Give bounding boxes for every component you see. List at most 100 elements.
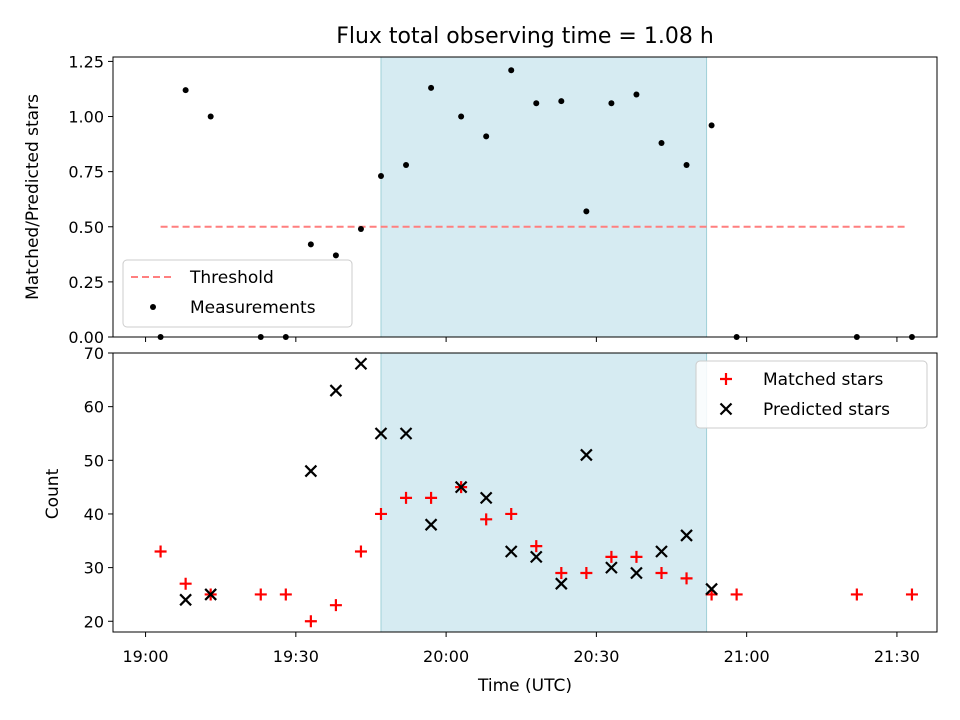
measurement-point — [428, 84, 435, 91]
measurement-point — [558, 98, 565, 105]
matched-star-marker — [480, 513, 493, 526]
predicted-star-marker — [179, 593, 192, 607]
matched-star-marker — [254, 588, 267, 601]
x-tick-label: 19:00 — [123, 647, 169, 666]
top-legend-box — [122, 259, 353, 328]
matched-star-marker — [400, 491, 413, 504]
matched-star-marker — [354, 545, 367, 558]
bottom-y-tick-label: 60 — [84, 398, 104, 417]
predicted-star-marker — [424, 518, 438, 531]
top-y-tick-label: 1.00 — [68, 108, 104, 127]
bottom-legend: Matched stars Predicted stars — [695, 360, 928, 429]
chart-title: Flux total observing time = 1.08 h — [336, 24, 714, 49]
measurement-point — [633, 91, 640, 98]
legend-measurements-swatch — [150, 304, 156, 310]
legend-predicted-swatch — [719, 402, 733, 416]
bottom-legend-box — [695, 360, 928, 429]
matched-star-marker — [605, 550, 618, 563]
matched-star-marker — [555, 566, 568, 579]
measurement-point — [483, 133, 490, 140]
measurement-point — [708, 122, 715, 129]
bottom-y-tick-label: 40 — [84, 505, 104, 524]
matched-star-marker — [329, 599, 342, 612]
measurement-point — [608, 100, 615, 107]
legend-threshold-label: Threshold — [189, 268, 274, 288]
predicted-star-marker — [580, 448, 593, 462]
top-panel: 0.00 0.25 0.50 0.75 1.00 1.25 Threshold Measure… — [68, 52, 938, 347]
x-axis-label: Time (UTC) — [477, 676, 572, 696]
matched-star-marker — [630, 550, 643, 563]
matched-star-marker — [279, 588, 292, 601]
x-tick-label: 21:00 — [724, 647, 770, 666]
bottom-y-tick-label: 20 — [84, 612, 104, 631]
predicted-star-marker — [555, 577, 568, 590]
legend-measurements-label: Measurements — [190, 298, 316, 318]
matched-star-marker — [374, 507, 387, 520]
top-y-tick-label: 0.75 — [68, 163, 104, 182]
top-y-tick-label: 0.50 — [68, 218, 104, 237]
predicted-star-marker — [374, 427, 388, 440]
legend-matched-label: Matched stars — [763, 370, 883, 390]
top-y-tick-label: 0.00 — [68, 328, 104, 347]
x-tick-label: 20:30 — [573, 647, 619, 666]
top-y-tick-label: 0.25 — [68, 273, 104, 292]
matched-star-marker — [179, 577, 192, 590]
predicted-star-marker — [479, 491, 493, 505]
bottom-y-axis-label: Count — [43, 468, 63, 519]
legend-predicted-label: Predicted stars — [763, 400, 890, 420]
measurement-point — [377, 173, 384, 180]
measurement-point — [458, 113, 465, 120]
predicted-star-marker — [354, 357, 368, 371]
x-tick-label: 20:00 — [423, 647, 469, 666]
predicted-star-marker — [605, 561, 618, 574]
matched-star-marker — [425, 491, 438, 504]
x-tick-label: 21:30 — [874, 647, 920, 666]
matched-star-marker — [655, 566, 668, 579]
legend-matched-swatch — [720, 373, 732, 385]
predicted-star-marker — [504, 545, 518, 558]
measurement-point — [332, 252, 339, 259]
bottom-y-tick-label: 50 — [84, 451, 104, 470]
predicted-star-marker — [529, 550, 543, 564]
bottom-y-tick-label: 70 — [84, 344, 104, 363]
predicted-star-marker — [655, 545, 668, 558]
predicted-star-marker — [204, 588, 217, 601]
measurement-point — [357, 225, 364, 232]
predicted-star-marker — [630, 566, 643, 580]
top-plot-frame — [112, 56, 938, 338]
matched-star-marker — [304, 615, 317, 628]
measurement-point — [683, 162, 690, 169]
matched-star-marker — [730, 588, 743, 601]
x-tick-label: 19:30 — [273, 647, 319, 666]
measurement-point — [508, 67, 515, 74]
matched-star-marker — [680, 572, 693, 585]
measurement-point — [658, 139, 665, 146]
matched-star-marker — [154, 545, 167, 558]
predicted-star-marker — [304, 464, 318, 478]
predicted-star-marker — [329, 384, 343, 397]
measurement-point — [207, 113, 214, 120]
top-legend: Threshold Measurements — [122, 259, 353, 328]
matched-star-marker — [505, 507, 518, 520]
matched-star-marker — [905, 588, 918, 601]
predicted-star-marker — [705, 582, 718, 596]
predicted-star-marker — [454, 480, 468, 494]
bottom-panel: 20 30 40 50 60 70 19:00 19:30 20:00 20:30 21:00 21:… — [84, 344, 938, 666]
matched-star-marker — [850, 588, 863, 601]
measurement-point — [583, 208, 590, 215]
bottom-highlight-span — [380, 352, 708, 633]
predicted-star-marker — [680, 529, 693, 542]
top-y-tick-label: 1.25 — [68, 52, 104, 71]
bottom-y-tick-label: 30 — [84, 559, 104, 578]
matched-star-marker — [530, 540, 543, 553]
bottom-plot-frame — [112, 352, 938, 633]
top-y-axis-label: Matched/Predicted stars — [23, 94, 43, 300]
measurement-point — [533, 100, 540, 107]
measurement-point — [307, 241, 314, 248]
predicted-star-marker — [399, 427, 413, 440]
matched-star-marker — [580, 566, 593, 579]
top-highlight-span — [380, 56, 708, 338]
measurement-point — [182, 87, 189, 94]
measurement-point — [403, 162, 410, 169]
